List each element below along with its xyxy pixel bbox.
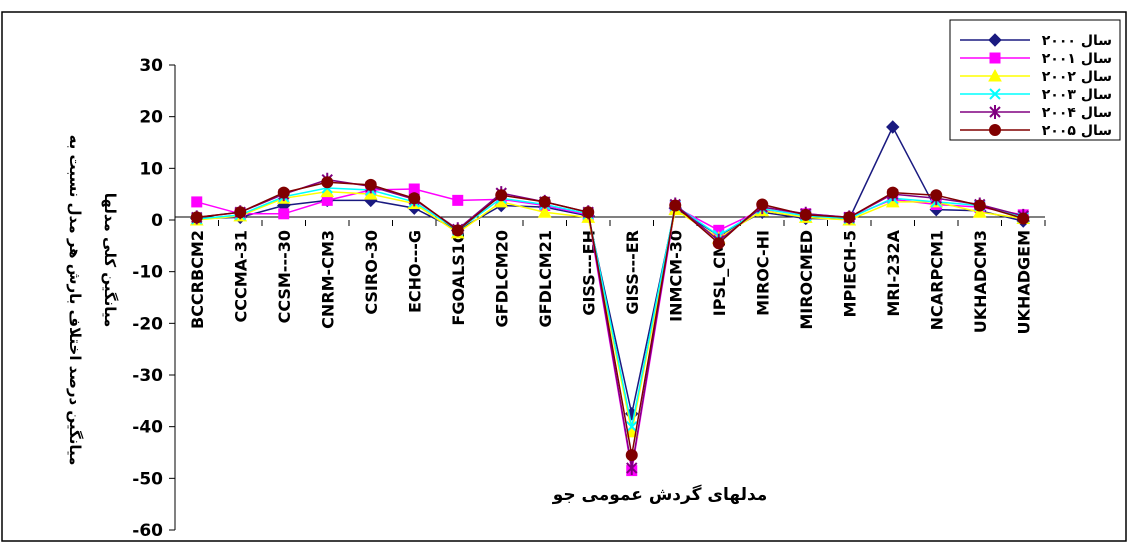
x-tick-label: IPSL_CM4	[710, 230, 729, 316]
y-tick-label: 10	[139, 159, 163, 179]
series-line	[196, 178, 1024, 469]
data-point	[321, 176, 334, 189]
chart-border	[1, 11, 1127, 542]
series-layer	[189, 120, 1031, 477]
data-point	[408, 192, 421, 205]
data-point	[625, 449, 638, 462]
data-point	[972, 205, 987, 218]
x-axis-ticks: BCCRBCM2 CCCMA-31 CCSM---30 CNRM-CM3 CSIRO-3…	[174, 220, 1046, 334]
x-tick-label: INMCM-30	[666, 230, 685, 322]
series-line	[196, 190, 1024, 432]
legend-label: سال ۲۰۰۰	[1042, 33, 1112, 49]
legend-label: سال ۲۰۰۵	[1042, 123, 1112, 139]
data-point	[234, 206, 247, 219]
data-point	[451, 224, 464, 237]
data-point	[277, 186, 290, 199]
x-tick-label: MRI-232A	[884, 229, 903, 316]
y-tick-label: -10	[132, 263, 163, 283]
x-tick-label: GFDLCM20	[492, 230, 511, 327]
data-point	[452, 194, 464, 206]
data-point	[799, 208, 812, 221]
x-tick-label: ECHO---G	[405, 230, 424, 313]
data-point	[712, 237, 725, 250]
legend-marker	[989, 52, 1001, 64]
data-point	[364, 178, 377, 191]
x-tick-label: MIROC-HI	[753, 230, 772, 316]
x-tick-label: GISS---EH	[579, 230, 598, 316]
data-point	[495, 189, 508, 202]
y-axis-title: میانگین درصد اختلاف بارش هر مدل نسبت به …	[66, 135, 119, 466]
x-tick-label: CCSM---30	[275, 230, 294, 323]
data-point	[626, 420, 638, 433]
y-tick-label: 30	[139, 56, 163, 76]
data-point	[278, 208, 290, 220]
series-6	[190, 176, 1030, 462]
data-point	[1017, 212, 1030, 225]
x-tick-label: CCCMA-31	[231, 230, 250, 322]
data-point	[669, 199, 682, 212]
data-point	[582, 206, 595, 219]
y-axis-ticks: 30 20 10 0 -10 -20 -30 -40 -50 -60	[132, 56, 175, 541]
x-tick-label: CSIRO-30	[362, 230, 381, 315]
data-point	[190, 211, 203, 224]
y-tick-label: 20	[139, 108, 163, 128]
legend-label: سال ۲۰۰۳	[1042, 87, 1112, 103]
x-tick-label: GFDLCM21	[536, 230, 555, 327]
x-tick-label: UKHADCM3	[971, 230, 990, 333]
legend: سال ۲۰۰۰ سال ۲۰۰۱ سال ۲۰۰۲ سال ۲۰۰۳ سال ۲۰۰۴…	[949, 19, 1121, 141]
y-tick-label: 0	[151, 211, 163, 231]
legend-marker	[988, 33, 1002, 47]
x-tick-label: BCCRBCM2	[188, 230, 207, 329]
data-point	[538, 195, 551, 208]
data-point	[191, 196, 203, 208]
x-tick-label: MIROCMED	[797, 230, 816, 330]
y-axis-title-line1: میانگین درصد اختلاف بارش هر مدل نسبت به	[66, 135, 84, 466]
series-line	[196, 125, 1024, 414]
x-axis-title: مدلهای گردش عمومی جو	[552, 484, 768, 505]
legend-marker	[989, 88, 1001, 100]
legend-label: سال ۲۰۰۱	[1042, 51, 1112, 67]
series-line	[196, 187, 1024, 427]
legend-marker	[989, 124, 1001, 136]
legend-marker	[988, 68, 1002, 82]
series-line	[196, 181, 1024, 456]
x-tick-label: MPIECH-5	[840, 230, 859, 317]
x-tick-label: GISS---ER	[623, 230, 642, 315]
legend-marker	[989, 105, 1001, 119]
data-point	[886, 120, 900, 134]
x-tick-label: FGOALS1G	[449, 230, 468, 326]
y-tick-label: -20	[132, 314, 163, 334]
x-tick-label: NCARPCM1	[927, 230, 946, 330]
x-tick-label: CNRM-CM3	[318, 230, 337, 329]
y-tick-label: -30	[132, 366, 163, 386]
legend-label: سال ۲۰۰۲	[1042, 69, 1112, 85]
y-tick-label: -60	[132, 521, 163, 541]
y-axis-title-line2: میانگین کلی مدلها	[101, 193, 119, 328]
data-point	[973, 199, 986, 212]
data-point	[930, 189, 943, 202]
legend-label: سال ۲۰۰۴	[1042, 105, 1112, 121]
data-point	[537, 205, 552, 218]
y-tick-label: -50	[132, 469, 163, 489]
data-point	[843, 211, 856, 224]
y-tick-label: -40	[132, 418, 163, 438]
data-point	[626, 461, 638, 475]
data-point	[756, 198, 769, 211]
data-point	[886, 186, 899, 199]
x-tick-label: UKHADGEM	[1014, 230, 1033, 334]
